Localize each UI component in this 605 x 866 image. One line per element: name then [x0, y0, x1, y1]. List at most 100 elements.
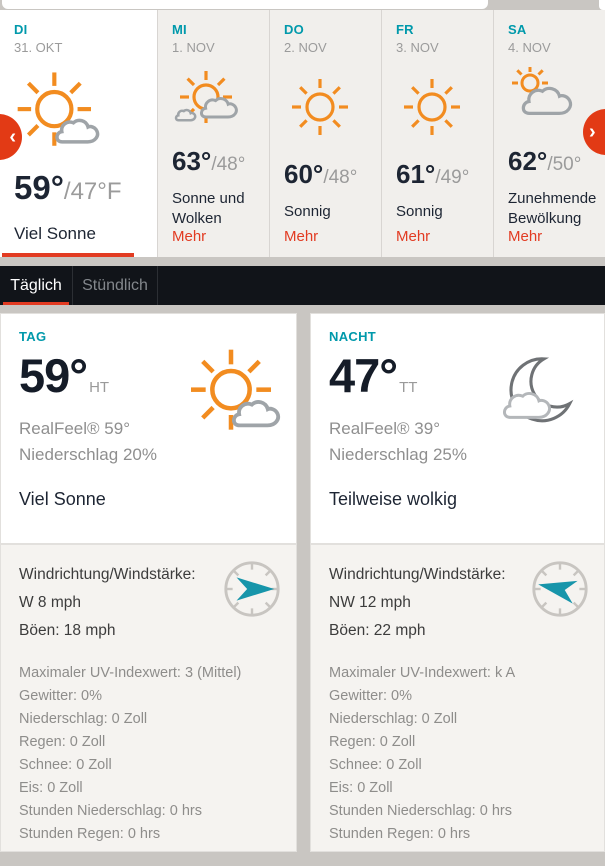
temperature-pair: 59°/47°F	[14, 169, 149, 207]
period-label: NACHT	[329, 329, 376, 344]
temperature-pair: 63°/48°	[172, 146, 261, 177]
detail-line: Regen: 0 Zoll	[329, 734, 416, 750]
wind-compass-icon	[529, 558, 591, 625]
day-label: FR	[396, 22, 414, 37]
more-link[interactable]: Mehr	[508, 228, 543, 245]
day-label: SA	[508, 22, 527, 37]
temperature-pair: 61°/49°	[396, 159, 485, 190]
tab-daily-label: Täglich	[10, 277, 62, 294]
active-tab-underline	[3, 302, 69, 305]
condition-phrase: Sonne und Wolken	[172, 190, 245, 227]
detail-line: Eis: 0 Zoll	[19, 780, 83, 796]
temp-unit-label: TT	[399, 379, 418, 396]
tab-bar: Täglich Stündlich	[0, 266, 605, 305]
forecast-card-fr[interactable]: FR 3. NOV 61°/49° Sonnig Mehr	[381, 10, 493, 257]
detail-line: Maximaler UV-Indexwert: 3 (Mittel)	[19, 665, 242, 681]
low-temp: /50°	[547, 154, 582, 175]
realfeel-text: RealFeel® 39°	[329, 419, 440, 438]
detail-line: Maximaler UV-Indexwert: k A	[329, 665, 516, 681]
sun-icon	[284, 65, 373, 153]
sun-behind-cloud-icon	[508, 65, 597, 140]
day-summary-card: TAG 59° HT RealFeel® 59° Niederschlag 20%…	[0, 313, 297, 544]
next-day-button[interactable]: ›	[583, 109, 605, 155]
detail-line: Stunden Regen: 0 hrs	[329, 826, 471, 842]
condition-phrase: Teilweise wolkig	[329, 489, 458, 509]
forecast-card-mi[interactable]: MI 1. NOV	[157, 10, 269, 257]
detail-line: Schnee: 0 Zoll	[329, 757, 422, 773]
date-label: 31. OKT	[14, 40, 63, 55]
temperature: 59° HT	[19, 348, 278, 403]
low-temp: /49°	[435, 167, 470, 188]
sun-and-cloud-icon	[187, 347, 283, 448]
detail-line: Gewitter: 0%	[329, 688, 412, 704]
precip-text: Niederschlag 25%	[329, 445, 467, 464]
date-label: 4. NOV	[508, 40, 551, 55]
wind-value: W 8 mph	[19, 594, 82, 611]
detail-line: Niederschlag: 0 Zoll	[19, 711, 148, 727]
sun-and-cloud-icon	[14, 65, 149, 163]
detail-line: Eis: 0 Zoll	[329, 780, 393, 796]
top-panel-edge-right	[599, 0, 605, 10]
top-strip	[0, 0, 605, 10]
detail-line: Regen: 0 Zoll	[19, 734, 106, 750]
more-link[interactable]: Mehr	[284, 228, 319, 245]
forecast-card-di[interactable]: DI 31. OKT 59°/47°F	[0, 10, 157, 257]
low-temp: /48°	[323, 167, 358, 188]
condition-phrase: Viel Sonne	[19, 489, 106, 509]
low-temp: /48°	[211, 154, 246, 175]
detail-line: Niederschlag: 0 Zoll	[329, 711, 458, 727]
temperature-pair: 62°/50°	[508, 146, 597, 177]
detail-line: Stunden Niederschlag: 0 hrs	[329, 803, 512, 819]
more-link[interactable]: Mehr	[172, 228, 207, 245]
moon-and-cloud-icon	[494, 352, 580, 443]
night-detail-panel: Windrichtung/Windstärke: NW 12 mph Böen:…	[310, 544, 605, 852]
wind-value: NW 12 mph	[329, 594, 411, 611]
high-temp: 59°	[14, 168, 64, 206]
chevron-left-icon: ‹	[9, 125, 16, 148]
temperature: 47° TT	[329, 348, 586, 403]
sun-and-clouds-icon	[172, 65, 261, 140]
day-detail-panel: Windrichtung/Windstärke: W 8 mph Böen: 1…	[0, 544, 297, 852]
date-label: 1. NOV	[172, 40, 215, 55]
high-temp: 62°	[508, 146, 548, 176]
temp-value: 59°	[19, 349, 88, 402]
high-temp: 60°	[284, 159, 324, 189]
temp-value: 47°	[329, 349, 398, 402]
night-summary-card: NACHT 47° TT RealFeel® 39° Niederschlag 2…	[310, 313, 605, 544]
detail-line: Stunden Niederschlag: 0 hrs	[19, 803, 202, 819]
detail-line: Stunden Regen: 0 hrs	[19, 826, 161, 842]
high-temp: 63°	[172, 146, 212, 176]
forecast-card-do[interactable]: DO 2. NOV 60°/48° Sonnig Mehr	[269, 10, 381, 257]
condition-phrase: Viel Sonne	[14, 223, 96, 243]
precip-text: Niederschlag 20%	[19, 445, 157, 464]
condition-phrase: Sonnig	[284, 203, 331, 220]
chevron-right-icon: ›	[589, 120, 596, 143]
top-panel-edge	[2, 0, 488, 9]
day-label: DO	[284, 22, 304, 37]
selected-card-underline	[2, 253, 134, 257]
more-link[interactable]: Mehr	[396, 228, 431, 245]
prev-day-button[interactable]: ‹	[0, 114, 22, 160]
detail-line: Schnee: 0 Zoll	[19, 757, 112, 773]
tab-hourly-label: Stündlich	[82, 277, 148, 294]
sun-icon	[396, 65, 485, 153]
day-label: DI	[14, 22, 28, 37]
wind-heading: Windrichtung/Windstärke:	[329, 566, 506, 583]
high-temp: 61°	[396, 159, 436, 189]
date-label: 2. NOV	[284, 40, 327, 55]
detail-line: Gewitter: 0%	[19, 688, 102, 704]
gust-value: Böen: 18 mph	[19, 622, 116, 639]
wind-heading: Windrichtung/Windstärke:	[19, 566, 196, 583]
date-label: 3. NOV	[396, 40, 439, 55]
condition-phrase: Zunehmende Bewölkung	[508, 190, 597, 227]
low-temp: /47°F	[63, 177, 122, 205]
realfeel-text: RealFeel® 59°	[19, 419, 130, 438]
tab-hourly[interactable]: Stündlich	[73, 266, 158, 305]
tab-daily[interactable]: Täglich	[0, 266, 73, 305]
day-label: MI	[172, 22, 187, 37]
period-label: TAG	[19, 329, 47, 344]
forecast-row: DI 31. OKT 59°/47°F	[0, 10, 605, 257]
temperature-pair: 60°/48°	[284, 159, 373, 190]
wind-compass-icon	[221, 558, 283, 625]
